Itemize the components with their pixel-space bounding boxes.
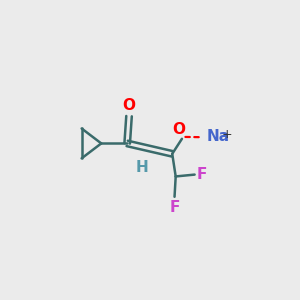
Text: F: F	[197, 167, 207, 182]
Text: O: O	[173, 122, 186, 137]
Text: F: F	[169, 200, 180, 215]
Text: +: +	[221, 128, 232, 141]
Text: O: O	[122, 98, 136, 113]
Text: Na: Na	[207, 129, 230, 144]
Text: H: H	[136, 160, 148, 175]
